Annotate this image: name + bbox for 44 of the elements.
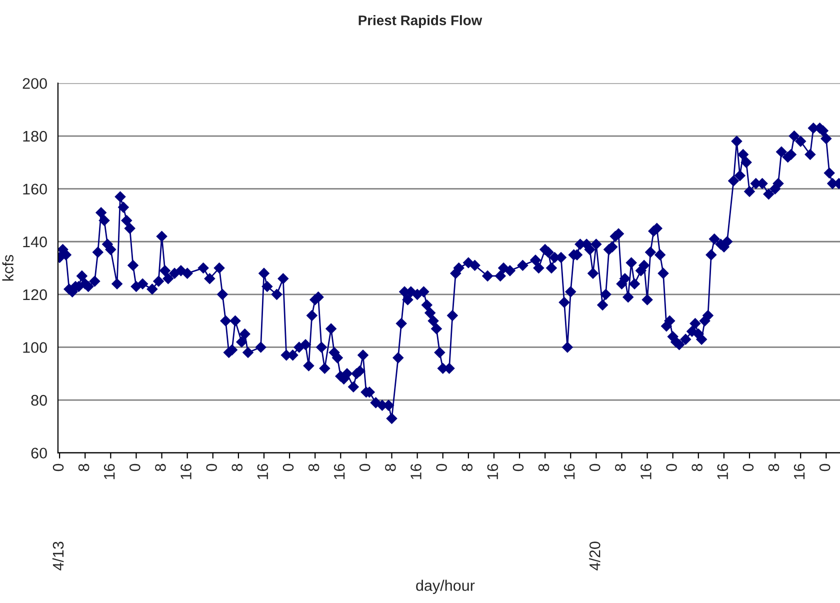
x-tick-label: 8 (615, 464, 626, 472)
x-tick-label: 8 (768, 464, 780, 472)
x-tick-label: 0 (742, 464, 754, 472)
y-tick-label: 160 (23, 184, 47, 195)
x-tick-label: 16 (794, 464, 805, 480)
x-tick-label: 16 (717, 464, 728, 480)
x-tick-label: 8 (692, 464, 702, 472)
chart-title: Priest Rapids Flow (358, 15, 482, 28)
x-tick-label: 0 (52, 464, 64, 472)
x-tick-label: 8 (78, 464, 90, 472)
y-tick-label: 140 (23, 236, 47, 248)
y-axis-title: kcfs (2, 255, 14, 281)
x-tick-label: 0 (130, 464, 140, 472)
x-tick-label: 8 (308, 464, 320, 472)
y-tick-label: 120 (23, 289, 47, 300)
x-axis-title: day/hour (416, 580, 475, 594)
x-tick-label: 0 (589, 464, 600, 472)
y-tick-label: 80 (31, 394, 47, 406)
x-tick-label: 16 (334, 464, 345, 480)
x-tick-label: 16 (180, 464, 192, 480)
y-tick-label: 180 (23, 130, 47, 142)
y-tick-label: 200 (22, 78, 47, 89)
x-tick-label: 8 (462, 464, 473, 472)
x-tick-label: 16 (487, 464, 498, 480)
x-tick-label: 0 (666, 464, 677, 472)
x-tick-label: 16 (104, 464, 115, 480)
x-tick-label: 0 (282, 464, 294, 472)
x-tick-label: 16 (410, 464, 422, 480)
x2-tick-label: 4/20 (589, 542, 600, 570)
x-tick-label: 8 (232, 464, 243, 472)
x-tick-label: 8 (538, 464, 550, 472)
x-tick-label: 0 (512, 464, 524, 472)
x-tick-label: 8 (385, 464, 396, 472)
y-tick-label: 100 (23, 342, 47, 353)
x-tick-label: 0 (359, 464, 370, 472)
x-tick-label: 0 (206, 464, 217, 472)
x-tick-label: 16 (640, 464, 652, 480)
x2-tick-label: 4/13 (52, 542, 64, 570)
x-tick-label: 0 (436, 464, 447, 472)
x-tick-label: 16 (564, 464, 575, 480)
y-tick-label: 60 (31, 448, 47, 459)
x-tick-label: 0 (819, 464, 830, 472)
x-tick-label: 16 (257, 464, 268, 480)
x-tick-label: 8 (155, 464, 166, 472)
